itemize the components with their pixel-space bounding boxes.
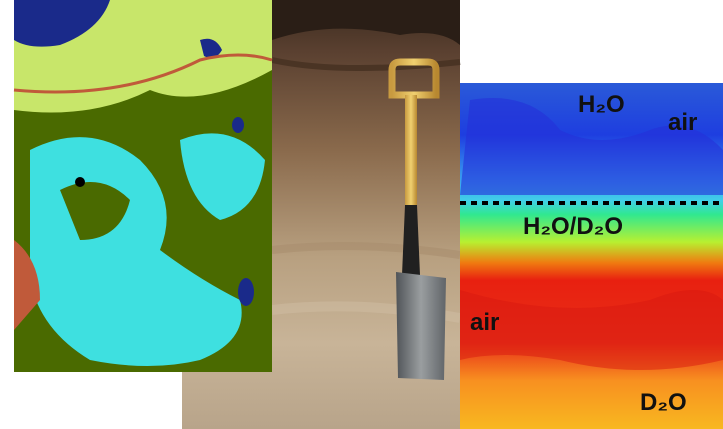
label: air (668, 109, 697, 136)
label: H₂O (578, 91, 625, 118)
neutron-image: H₂O air H₂O/D₂O air D₂O (460, 83, 723, 429)
land-cover-map (13, 0, 273, 372)
label: air (470, 309, 499, 336)
label: H₂O/D₂O (523, 213, 623, 240)
label: D₂O (640, 389, 687, 416)
